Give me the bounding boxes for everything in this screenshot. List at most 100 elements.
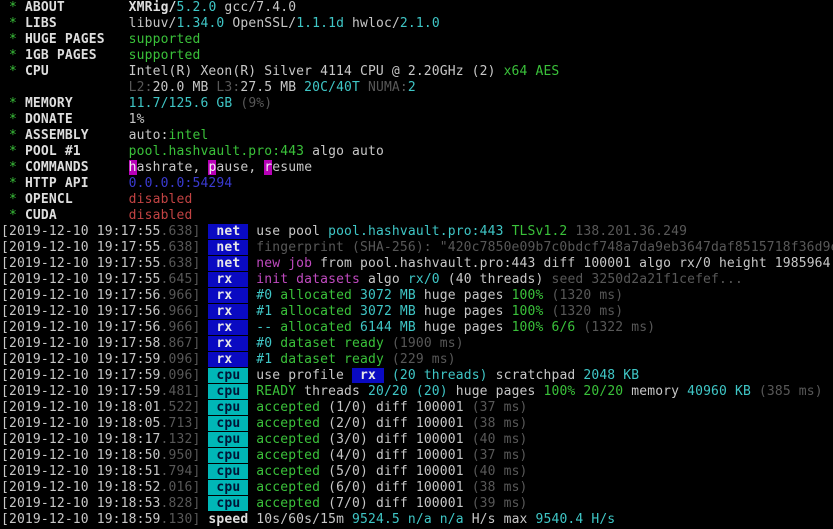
log-line-rx-allocated-0: [2019-12-10 19:17:56.966] rx #0 allocate…	[1, 288, 833, 304]
log-line-net-fingerprint-segment: fingerprint (SHA-256): "420c7850e09b7c0b…	[248, 240, 833, 255]
log-line-cpu-accepted-7-segment: [2019-12-10 19:18:53	[1, 496, 161, 511]
info-line-about-segment: XMRig/	[128, 0, 177, 15]
log-line-rx-allocated-total-segment: --	[256, 320, 281, 335]
log-line-rx-allocated-0-segment: rx	[208, 288, 249, 303]
log-line-cpu-use-profile-segment: use profile	[248, 368, 353, 383]
log-line-rx-allocated-1-segment: #1	[256, 304, 281, 319]
log-line-cpu-ready-segment: 40960 KB	[687, 384, 759, 399]
info-line-cpu-cache-segment	[1, 80, 129, 95]
info-line-commands-segment: r	[264, 160, 273, 175]
info-line-assembly-segment: ASSEMBLY	[24, 128, 89, 143]
log-line-cpu-accepted-2-segment: (38 ms)	[471, 416, 528, 431]
log-line-net-new-job-segment: new job	[256, 256, 313, 271]
info-line-assembly-segment	[89, 128, 129, 143]
log-line-cpu-ready-segment: READY	[256, 384, 297, 399]
log-line-rx-allocated-1-segment: huge pages	[423, 304, 512, 319]
info-line-pool-1-segment: pool.hashvault.pro:443	[128, 144, 305, 159]
info-line-1gb-pages: * 1GB PAGES supported	[1, 48, 833, 64]
info-line-libs-segment: *	[1, 16, 25, 31]
log-line-cpu-accepted-3-segment: accepted	[256, 432, 321, 447]
log-line-cpu-accepted-5-segment: [2019-12-10 19:18:51	[1, 464, 161, 479]
log-line-rx-allocated-1-segment: 100%	[511, 304, 552, 319]
log-line-cpu-accepted-5-segment: cpu	[208, 464, 249, 479]
log-line-cpu-accepted-2: [2019-12-10 19:18:05.713] cpu accepted (…	[1, 416, 833, 432]
log-line-rx-allocated-1: [2019-12-10 19:17:56.966] rx #1 allocate…	[1, 304, 833, 320]
log-line-net-fingerprint-segment: net	[208, 240, 249, 255]
log-line-net-use-pool-segment: [2019-12-10 19:17:55	[1, 224, 161, 239]
log-line-rx-dataset-ready-0-segment: dataset ready	[280, 336, 392, 351]
info-line-opencl-segment: *	[1, 192, 25, 207]
log-line-rx-allocated-total-segment: allocated	[280, 320, 353, 335]
info-line-huge-pages: * HUGE PAGES supported	[1, 32, 833, 48]
info-line-donate-segment: DONATE	[24, 112, 73, 127]
log-line-rx-allocated-0-segment: allocated	[280, 288, 353, 303]
log-line-rx-init-datasets-segment: (40 threads)	[439, 272, 552, 287]
log-line-speed-segment: H/s max	[471, 512, 536, 527]
log-line-speed: [2019-12-10 19:18:59.130] speed 10s/60s/…	[1, 512, 833, 528]
log-line-cpu-accepted-1-segment: cpu	[208, 400, 249, 415]
info-line-1gb-pages-segment: supported	[128, 48, 201, 63]
log-line-rx-allocated-0-segment: 3072 MB	[352, 288, 424, 303]
log-line-rx-dataset-ready-1-segment: dataset ready	[280, 352, 392, 367]
log-line-cpu-accepted-6-segment: [2019-12-10 19:18:52	[1, 480, 161, 495]
log-line-rx-dataset-ready-1-segment: rx	[208, 352, 249, 367]
log-line-cpu-ready-segment: huge pages	[447, 384, 544, 399]
info-line-huge-pages-segment: HUGE PAGES	[24, 32, 105, 47]
info-line-about: * ABOUT XMRig/5.2.0 gcc/7.4.0	[1, 0, 833, 16]
log-line-rx-allocated-total-segment: [2019-12-10 19:17:56	[1, 320, 161, 335]
log-line-cpu-accepted-1-segment: [2019-12-10 19:18:01	[1, 400, 161, 415]
info-line-pool-1: * POOL #1 pool.hashvault.pro:443 algo au…	[1, 144, 833, 160]
info-line-commands-segment: esume	[272, 160, 313, 175]
info-line-commands-segment: h	[128, 160, 137, 175]
info-line-libs-segment: hwloc/	[344, 16, 400, 31]
log-line-net-new-job: [2019-12-10 19:17:55.638] net new job fr…	[1, 256, 833, 272]
info-line-cpu-cache-segment: 27.5 MB	[240, 80, 305, 95]
log-line-cpu-use-profile-segment: 2048 KB	[583, 368, 640, 383]
info-line-huge-pages-segment: *	[1, 32, 25, 47]
info-line-huge-pages-segment	[105, 32, 129, 47]
info-line-pool-1-segment	[81, 144, 129, 159]
log-line-cpu-accepted-2-segment: (2/0) diff 100001	[320, 416, 472, 431]
info-line-1gb-pages-segment: 1GB PAGES	[24, 48, 97, 63]
log-line-cpu-accepted-4-segment: cpu	[208, 448, 249, 463]
info-line-cuda-segment: disabled	[128, 208, 193, 223]
log-line-cpu-accepted-2-segment: [2019-12-10 19:18:05	[1, 416, 161, 431]
log-line-cpu-accepted-1-segment: (37 ms)	[471, 400, 528, 415]
info-line-about-segment: gcc/7.4.0	[216, 0, 297, 15]
info-line-huge-pages-segment: supported	[128, 32, 201, 47]
log-line-rx-allocated-total: [2019-12-10 19:17:56.966] rx -- allocate…	[1, 320, 833, 336]
info-line-cuda-segment: CUDA	[24, 208, 57, 223]
info-line-http-api-segment	[89, 176, 129, 191]
log-line-rx-dataset-ready-0-segment: #0	[256, 336, 281, 351]
log-line-cpu-accepted-5: [2019-12-10 19:18:51.794] cpu accepted (…	[1, 464, 833, 480]
log-line-rx-allocated-0-segment: 100%	[511, 288, 552, 303]
info-line-libs: * LIBS libuv/1.34.0 OpenSSL/1.1.1d hwloc…	[1, 16, 833, 32]
info-line-donate: * DONATE 1%	[1, 112, 833, 128]
info-line-cpu-cache-segment: 20C/40T	[304, 80, 368, 95]
log-line-rx-dataset-ready-0-segment: .867]	[160, 336, 209, 351]
log-line-cpu-accepted-4-segment: (4/0) diff 100001	[320, 448, 472, 463]
info-line-http-api-segment: HTTP API	[24, 176, 89, 191]
info-line-pool-1-segment: algo auto	[304, 144, 384, 159]
log-line-cpu-use-profile-segment: rx	[352, 368, 384, 383]
info-line-1gb-pages-segment	[97, 48, 129, 63]
log-line-net-use-pool: [2019-12-10 19:17:55.638] net use pool p…	[1, 224, 833, 240]
info-line-cpu-cache-segment: L3:	[216, 80, 241, 95]
log-line-rx-allocated-total-segment: 6144 MB	[352, 320, 424, 335]
log-line-rx-allocated-total-segment: rx	[208, 320, 249, 335]
log-line-cpu-accepted-6-segment: cpu	[208, 480, 249, 495]
log-line-net-fingerprint-segment: [2019-12-10 19:17:55	[1, 240, 161, 255]
log-line-rx-dataset-ready-1-segment: [2019-12-10 19:17:59	[1, 352, 161, 367]
log-line-cpu-accepted-7-segment: cpu	[208, 496, 249, 511]
log-line-cpu-use-profile-segment: [2019-12-10 19:17:59	[1, 368, 161, 383]
log-line-cpu-use-profile-segment: .096]	[160, 368, 209, 383]
log-line-cpu-accepted-2-segment: .713]	[160, 416, 209, 431]
log-line-rx-allocated-1-segment: .966]	[160, 304, 209, 319]
log-line-rx-dataset-ready-0-segment: rx	[208, 336, 249, 351]
info-line-libs-segment: 2.1.0	[399, 16, 440, 31]
log-line-cpu-ready-segment: [2019-12-10 19:17:59	[1, 384, 161, 399]
info-line-opencl-segment	[73, 192, 129, 207]
info-line-http-api-segment: *	[1, 176, 25, 191]
info-line-about-segment: *	[1, 0, 25, 15]
